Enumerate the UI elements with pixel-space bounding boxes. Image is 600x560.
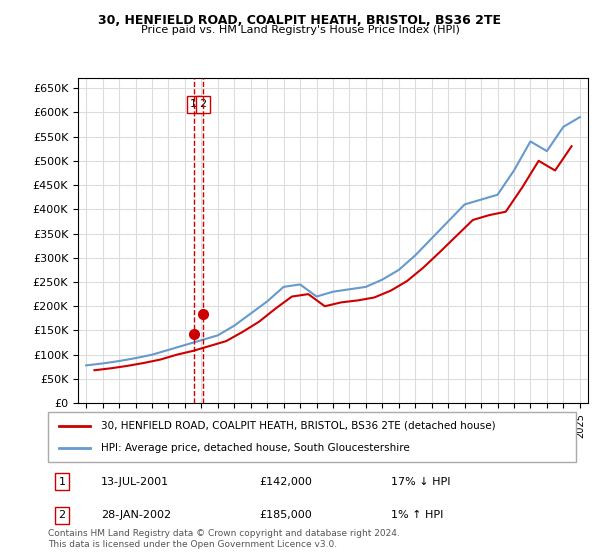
Text: 13-JUL-2001: 13-JUL-2001: [101, 477, 169, 487]
Text: 2: 2: [199, 99, 206, 109]
Text: Contains HM Land Registry data © Crown copyright and database right 2024.
This d: Contains HM Land Registry data © Crown c…: [48, 529, 400, 549]
Text: 1% ↑ HPI: 1% ↑ HPI: [391, 510, 443, 520]
Text: £185,000: £185,000: [259, 510, 312, 520]
Text: 1: 1: [190, 99, 197, 109]
Text: 28-JAN-2002: 28-JAN-2002: [101, 510, 171, 520]
Text: 2: 2: [59, 510, 65, 520]
Text: Price paid vs. HM Land Registry's House Price Index (HPI): Price paid vs. HM Land Registry's House …: [140, 25, 460, 35]
Text: £142,000: £142,000: [259, 477, 312, 487]
Text: 17% ↓ HPI: 17% ↓ HPI: [391, 477, 451, 487]
Text: 1: 1: [59, 477, 65, 487]
Text: 30, HENFIELD ROAD, COALPIT HEATH, BRISTOL, BS36 2TE (detached house): 30, HENFIELD ROAD, COALPIT HEATH, BRISTO…: [101, 421, 496, 431]
Text: 30, HENFIELD ROAD, COALPIT HEATH, BRISTOL, BS36 2TE: 30, HENFIELD ROAD, COALPIT HEATH, BRISTO…: [98, 14, 502, 27]
FancyBboxPatch shape: [48, 412, 576, 462]
Text: HPI: Average price, detached house, South Gloucestershire: HPI: Average price, detached house, Sout…: [101, 443, 410, 453]
